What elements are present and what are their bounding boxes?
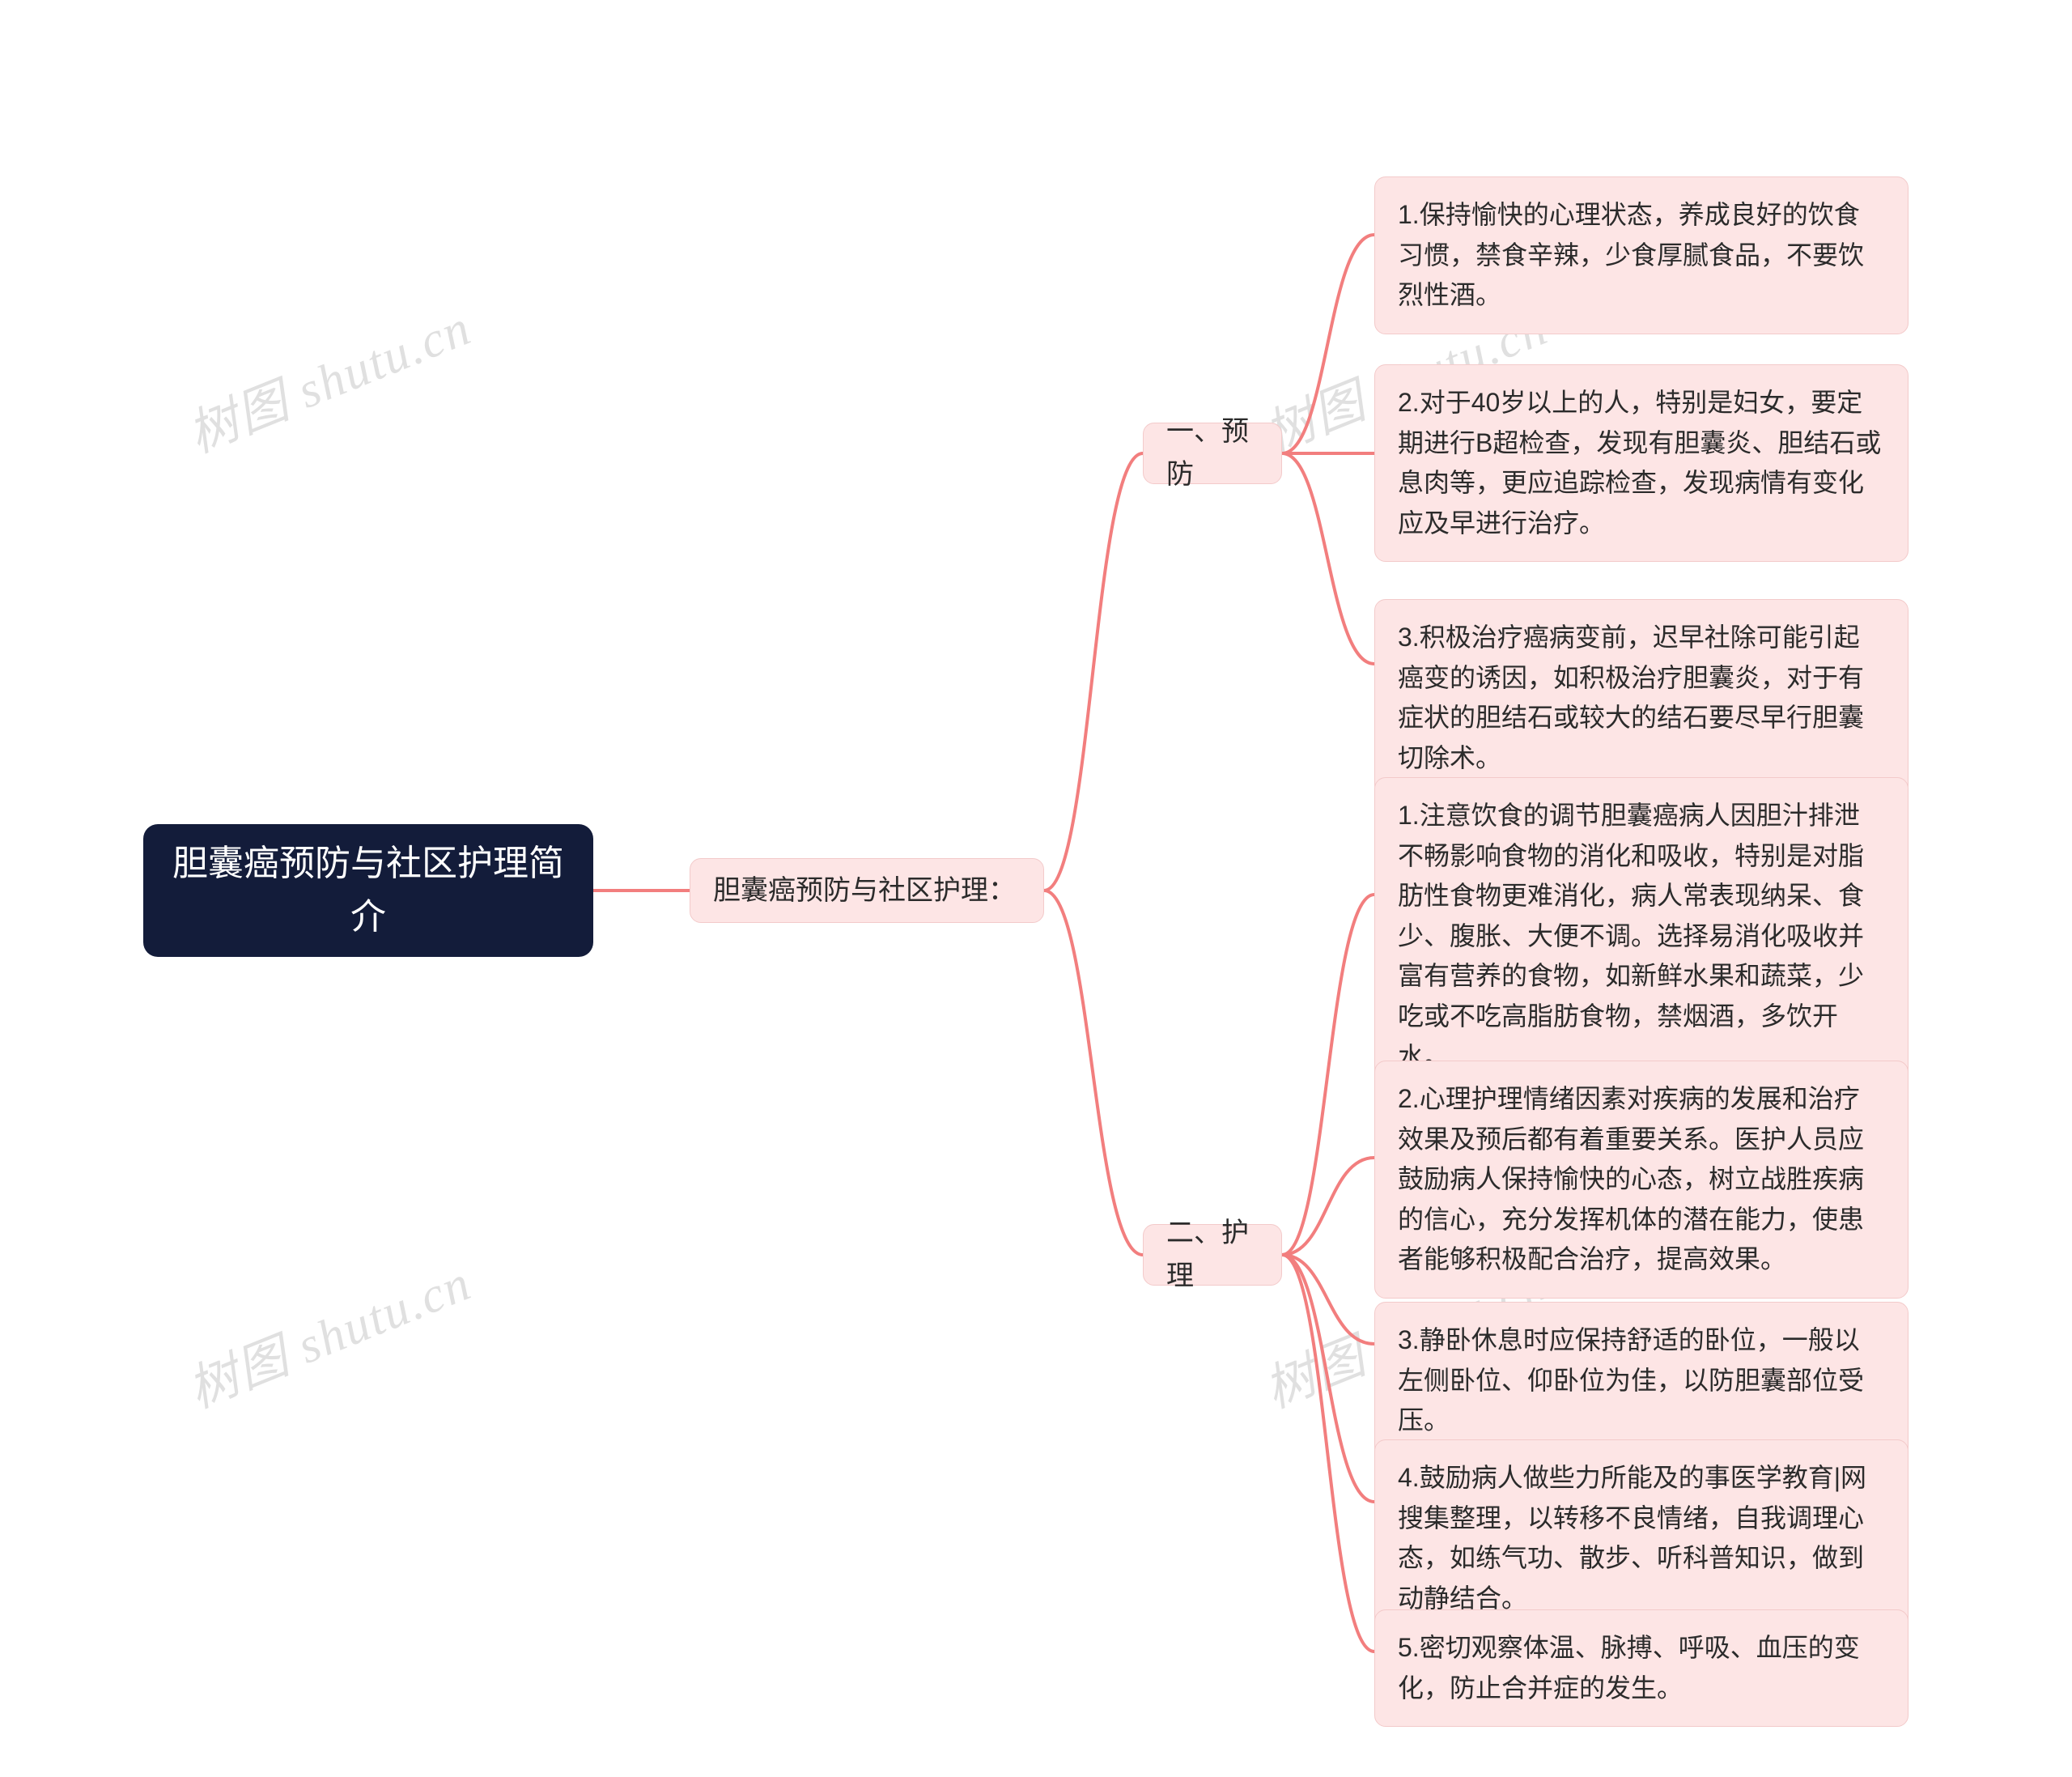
- leaf-nursing-2[interactable]: 2.心理护理情绪因素对疾病的发展和治疗效果及预后都有着重要关系。医护人员应鼓励病…: [1374, 1061, 1909, 1299]
- leaf-text: 5.密切观察体温、脉搏、呼吸、血压的变化，防止合并症的发生。: [1398, 1628, 1885, 1708]
- leaf-text: 1.保持愉快的心理状态，养成良好的饮食习惯，禁食辛辣，少食厚腻食品，不要饮烈性酒…: [1398, 195, 1885, 316]
- mindmap-canvas: 树图 shutu.cn 树图 shutu.cn 树图 shutu.cn 树图 s…: [0, 0, 2072, 1777]
- leaf-nursing-4[interactable]: 4.鼓励病人做些力所能及的事医学教育|网搜集整理，以转移不良情绪，自我调理心态，…: [1374, 1439, 1909, 1637]
- watermark: 树图 shutu.cn: [176, 287, 481, 466]
- leaf-prevention-3[interactable]: 3.积极治疗癌病变前，迟早社除可能引起癌变的诱因，如积极治疗胆囊炎，对于有症状的…: [1374, 599, 1909, 797]
- branch-prevention[interactable]: 一、预防: [1143, 423, 1282, 484]
- watermark: 树图 shutu.cn: [176, 1242, 481, 1422]
- branch-prevention-label: 一、预防: [1166, 410, 1259, 495]
- root-label: 胆囊癌预防与社区护理简介: [166, 837, 571, 944]
- leaf-prevention-2[interactable]: 2.对于40岁以上的人，特别是妇女，要定期进行B超检查，发现有胆囊炎、胆结石或息…: [1374, 364, 1909, 562]
- leaf-text: 2.心理护理情绪因素对疾病的发展和治疗效果及预后都有着重要关系。医护人员应鼓励病…: [1398, 1079, 1885, 1280]
- leaf-text: 2.对于40岁以上的人，特别是妇女，要定期进行B超检查，发现有胆囊炎、胆结石或息…: [1398, 383, 1885, 543]
- leaf-prevention-1[interactable]: 1.保持愉快的心理状态，养成良好的饮食习惯，禁食辛辣，少食厚腻食品，不要饮烈性酒…: [1374, 176, 1909, 334]
- leaf-text: 3.积极治疗癌病变前，迟早社除可能引起癌变的诱因，如积极治疗胆囊炎，对于有症状的…: [1398, 618, 1885, 778]
- level1-label: 胆囊癌预防与社区护理：: [713, 869, 1016, 912]
- leaf-text: 1.注意饮食的调节胆囊癌病人因胆汁排泄不畅影响食物的消化和吸收，特别是对脂肪性食…: [1398, 796, 1885, 1077]
- root-node[interactable]: 胆囊癌预防与社区护理简介: [143, 824, 593, 957]
- branch-nursing-label: 二、护理: [1166, 1212, 1259, 1297]
- branch-nursing[interactable]: 二、护理: [1143, 1224, 1282, 1286]
- leaf-text: 4.鼓励病人做些力所能及的事医学教育|网搜集整理，以转移不良情绪，自我调理心态，…: [1398, 1458, 1885, 1618]
- leaf-text: 3.静卧休息时应保持舒适的卧位，一般以左侧卧位、仰卧位为佳，以防胆囊部位受压。: [1398, 1320, 1885, 1441]
- leaf-nursing-5[interactable]: 5.密切观察体温、脉搏、呼吸、血压的变化，防止合并症的发生。: [1374, 1609, 1909, 1727]
- level1-node[interactable]: 胆囊癌预防与社区护理：: [690, 858, 1044, 923]
- leaf-nursing-3[interactable]: 3.静卧休息时应保持舒适的卧位，一般以左侧卧位、仰卧位为佳，以防胆囊部位受压。: [1374, 1302, 1909, 1460]
- leaf-nursing-1[interactable]: 1.注意饮食的调节胆囊癌病人因胆汁排泄不畅影响食物的消化和吸收，特别是对脂肪性食…: [1374, 777, 1909, 1095]
